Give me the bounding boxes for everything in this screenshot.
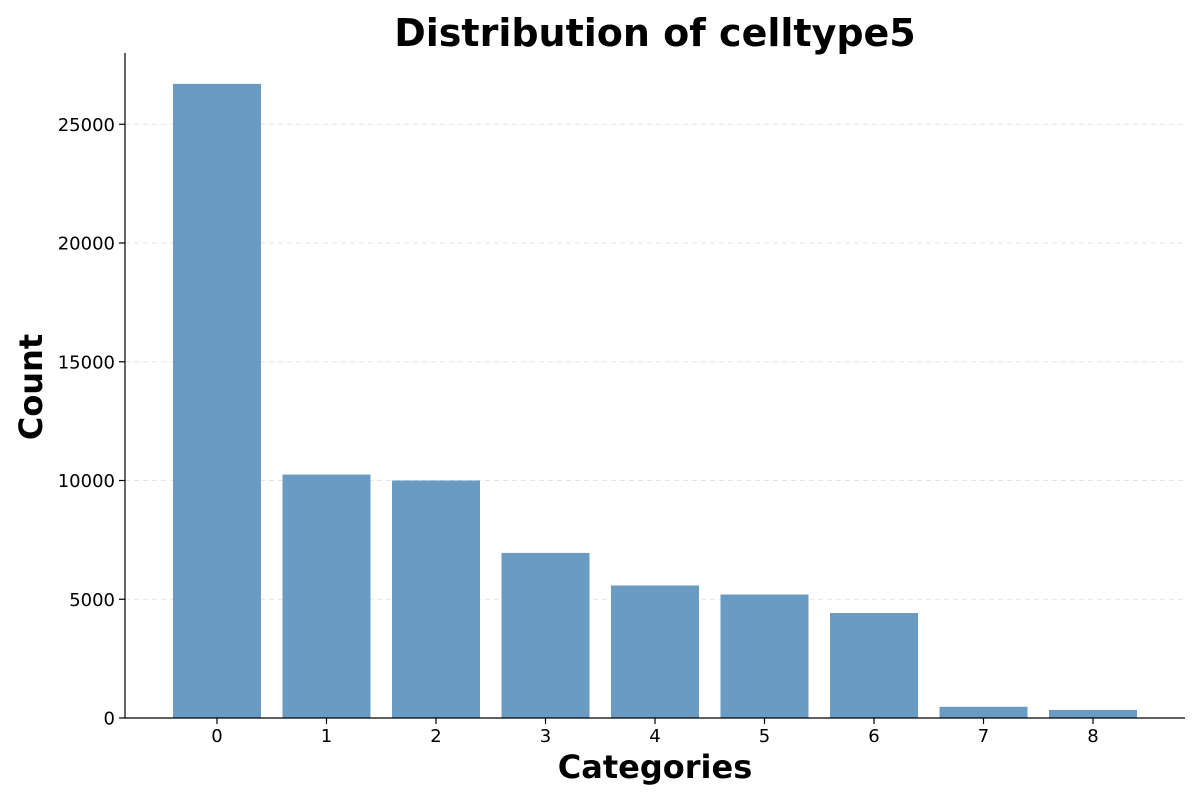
x-axis-label: Categories xyxy=(558,748,752,786)
y-tick-label: 15000 xyxy=(58,352,115,373)
y-tick-label: 10000 xyxy=(58,471,115,492)
chart-title: Distribution of celltype5 xyxy=(394,11,916,55)
y-axis-label: Count xyxy=(12,334,50,440)
x-tick-label: 1 xyxy=(321,726,332,747)
bar-1 xyxy=(282,474,371,718)
y-tick-label: 5000 xyxy=(69,590,115,611)
x-tick-label: 6 xyxy=(868,726,879,747)
x-tick-label: 0 xyxy=(211,726,222,747)
x-tick-label: 4 xyxy=(649,726,660,747)
y-tick-label: 0 xyxy=(104,709,115,730)
y-tick-label: 25000 xyxy=(58,115,115,136)
bar-3 xyxy=(501,552,590,718)
bar-4 xyxy=(611,585,699,718)
gridlines xyxy=(125,123,1185,600)
x-ticks: 0 1 2 3 4 5 6 7 8 xyxy=(211,718,1099,747)
y-ticks: 0 5000 10000 15000 20000 25000 xyxy=(58,115,125,730)
bar-0 xyxy=(173,83,261,718)
x-tick-label: 2 xyxy=(430,726,441,747)
y-tick-label: 20000 xyxy=(58,234,115,255)
bar-8 xyxy=(1049,709,1137,718)
x-tick-label: 8 xyxy=(1087,726,1098,747)
x-tick-label: 7 xyxy=(978,726,989,747)
x-tick-label: 3 xyxy=(540,726,551,747)
bar-7 xyxy=(939,706,1028,718)
bar-2 xyxy=(392,480,480,718)
bar-6 xyxy=(830,613,918,718)
bars xyxy=(173,83,1137,718)
x-tick-label: 5 xyxy=(759,726,770,747)
bar-5 xyxy=(720,594,809,718)
